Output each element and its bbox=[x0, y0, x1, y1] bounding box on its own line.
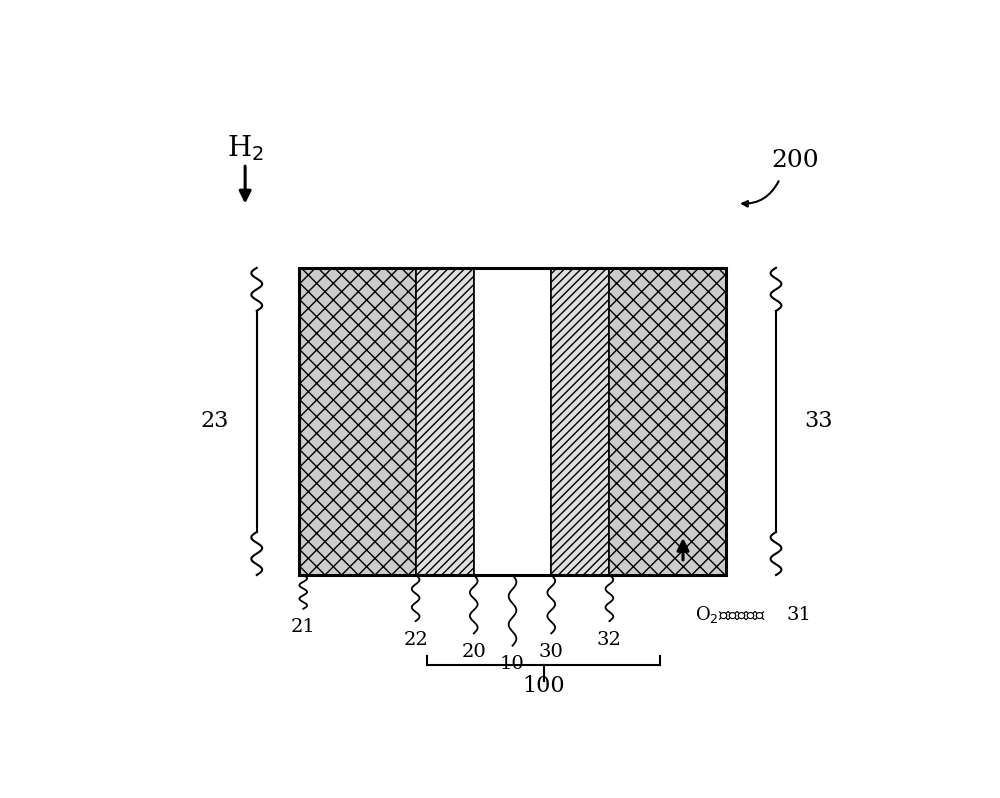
Text: 30: 30 bbox=[539, 643, 564, 661]
Text: 31: 31 bbox=[787, 606, 812, 624]
Text: 23: 23 bbox=[200, 410, 228, 433]
Text: 22: 22 bbox=[403, 630, 428, 649]
Text: 32: 32 bbox=[597, 630, 622, 649]
Bar bbox=[299, 268, 726, 575]
Bar bbox=[299, 268, 416, 575]
Text: 33: 33 bbox=[804, 410, 833, 433]
Text: 20: 20 bbox=[461, 643, 486, 661]
Bar bbox=[609, 268, 726, 575]
Text: 21: 21 bbox=[291, 618, 316, 636]
Text: O$_2$（空气中）: O$_2$（空气中） bbox=[695, 604, 765, 626]
Bar bbox=[474, 268, 551, 575]
Bar bbox=[551, 268, 609, 575]
Text: 100: 100 bbox=[522, 674, 565, 697]
Text: 10: 10 bbox=[500, 655, 525, 674]
Text: H$_2$: H$_2$ bbox=[227, 133, 264, 163]
Text: 200: 200 bbox=[772, 148, 819, 172]
Bar bbox=[416, 268, 474, 575]
